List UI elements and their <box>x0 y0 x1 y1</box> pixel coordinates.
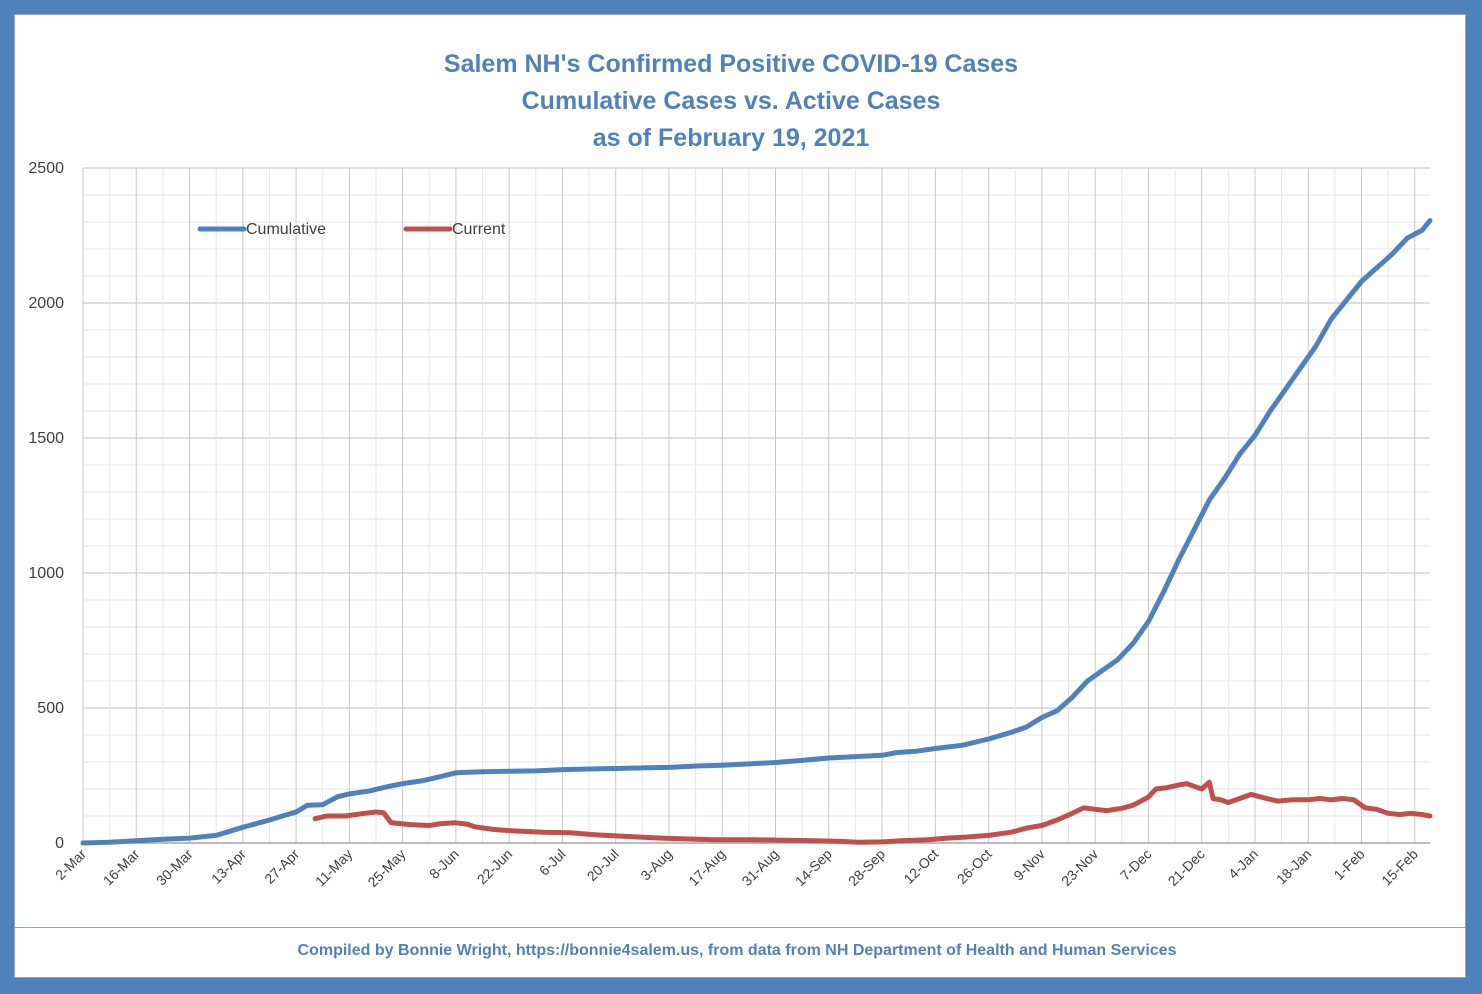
x-tick-label: 18-Jan <box>1273 846 1315 888</box>
x-tick-label: 30-Mar <box>153 846 196 889</box>
x-tick-label: 26-Oct <box>954 846 995 887</box>
series-line-current <box>312 779 1433 845</box>
y-tick-label: 2000 <box>28 295 64 312</box>
x-tick-label: 25-May <box>364 846 408 890</box>
x-tick-label: 8-Jun <box>426 846 462 882</box>
title-line-1: Salem NH's Confirmed Positive COVID-19 C… <box>444 50 1018 78</box>
x-tick-label: 17-Aug <box>685 846 728 889</box>
x-tick-labels: 2-Mar 16-Mar 30-Mar 13-Apr 27-Apr 11-May 25-Ma… <box>52 846 1421 891</box>
chart-title: Salem NH's Confirmed Positive COVID-19 C… <box>444 50 1018 152</box>
x-tick-label: 31-Aug <box>738 846 781 889</box>
x-tick-label: 1-Feb <box>1330 846 1367 883</box>
x-tick-label: 7-Dec <box>1117 846 1155 884</box>
chart-frame <box>14 14 1466 978</box>
x-tick-label: 22-Jun <box>474 846 516 888</box>
x-tick-label: 14-Sep <box>792 846 835 889</box>
legend-label-cumulative: Cumulative <box>246 221 326 238</box>
x-tick-label: 28-Sep <box>845 846 888 889</box>
x-tick-label: 20-Jul <box>584 846 622 884</box>
series <box>80 218 1433 846</box>
y-tick-label: 2500 <box>28 160 64 177</box>
y-tick-label: 1000 <box>28 565 64 582</box>
x-tick-label: 11-May <box>312 846 356 890</box>
x-tick-label: 21-Dec <box>1165 846 1208 889</box>
footer-separator <box>14 927 1466 928</box>
title-line-2: Cumulative Cases vs. Active Cases <box>522 87 941 115</box>
y-tick-label: 0 <box>55 835 64 852</box>
x-tick-label: 4-Jan <box>1225 846 1261 882</box>
x-tick-label: 9-Nov <box>1010 846 1048 884</box>
y-tick-label: 500 <box>37 700 64 717</box>
grid <box>82 167 1430 844</box>
y-tick-label: 1500 <box>28 430 64 447</box>
x-tick-label: 23-Nov <box>1058 846 1101 889</box>
x-tick-label: 15-Feb <box>1378 846 1421 889</box>
x-tick-label: 6-Jul <box>536 846 569 879</box>
footer-credit: Compiled by Bonnie Wright, https://bonni… <box>298 942 1177 959</box>
x-tick-label: 13-Apr <box>208 846 249 887</box>
x-tick-label: 27-Apr <box>261 846 302 887</box>
x-tick-label: 12-Oct <box>900 846 941 887</box>
title-line-3: as of February 19, 2021 <box>593 124 870 152</box>
x-tick-label: 16-Mar <box>100 846 143 889</box>
x-tick-label: 3-Aug <box>637 846 675 884</box>
series-line-cumulative <box>80 218 1433 846</box>
y-tick-labels: 0 500 1000 1500 2000 2500 <box>28 160 64 852</box>
legend-label-current: Current <box>452 221 506 238</box>
legend: Cumulative Current <box>197 221 506 238</box>
